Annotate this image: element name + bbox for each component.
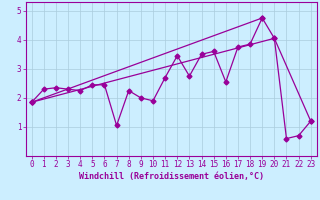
X-axis label: Windchill (Refroidissement éolien,°C): Windchill (Refroidissement éolien,°C) bbox=[79, 172, 264, 181]
